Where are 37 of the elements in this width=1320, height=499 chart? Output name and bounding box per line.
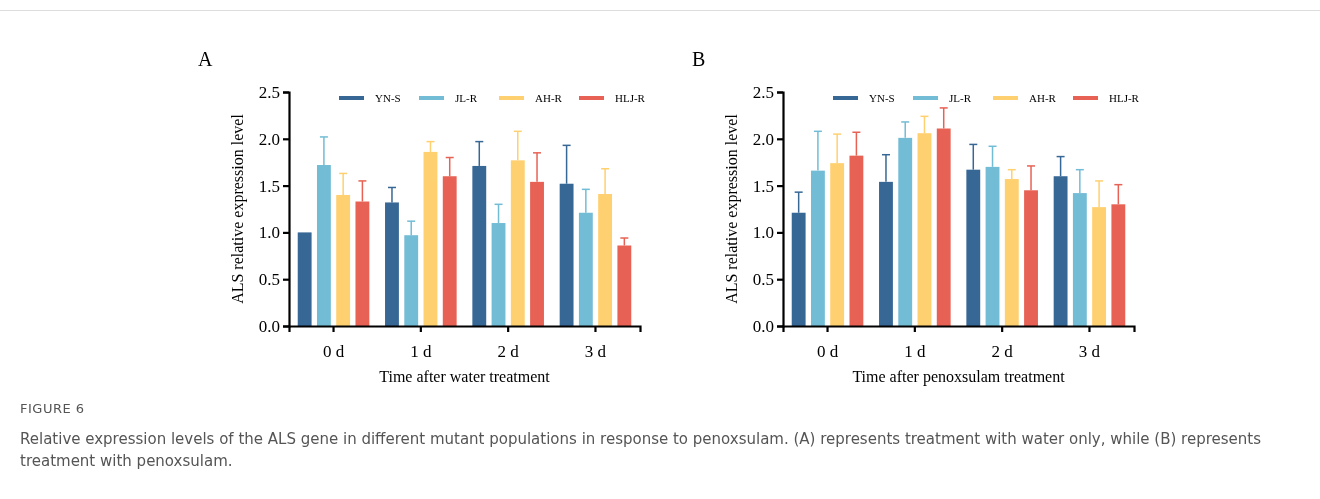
y-tick-label: 2.0 xyxy=(752,129,774,149)
chart-title: A xyxy=(198,48,213,70)
x-axis-title: Time after penoxsulam treatment xyxy=(852,368,1066,386)
y-tick-label: 0.0 xyxy=(258,316,280,336)
y-tick-label: 1.0 xyxy=(752,223,774,243)
y-axis-title: ALS relative expression level xyxy=(723,113,741,304)
legend-label: HLJ-R xyxy=(615,92,646,104)
caption: FIGURE 6 xyxy=(20,400,86,418)
legend-label: AH-R xyxy=(535,92,563,104)
legend-label: YN-S xyxy=(869,92,895,104)
legend-label: JL-R xyxy=(949,92,972,104)
y-axis-title: ALS relative expression level xyxy=(229,113,247,304)
y-tick-label: 0.0 xyxy=(752,316,774,336)
y-tick-label: 2.5 xyxy=(258,82,280,102)
x-tick-label: 0 d xyxy=(322,342,345,362)
y-tick-label: 0.5 xyxy=(258,270,280,290)
y-tick-label: 0.5 xyxy=(752,270,774,290)
y-tick-label: 1.5 xyxy=(752,176,774,196)
x-tick-label: 3 d xyxy=(584,342,607,362)
legend-label: JL-R xyxy=(455,92,478,104)
chart-title: B xyxy=(692,48,706,70)
y-tick-label: 1.0 xyxy=(258,223,280,243)
x-tick-label: 0 d xyxy=(816,342,839,362)
legend-label: YN-S xyxy=(375,92,401,104)
legend-label: AH-R xyxy=(1029,92,1057,104)
legend-label: HLJ-R xyxy=(1109,92,1140,104)
y-tick-label: 2.5 xyxy=(752,82,774,102)
bar xyxy=(297,232,312,326)
x-tick-label: 1 d xyxy=(410,342,432,362)
x-tick-label: 2 d xyxy=(497,342,520,362)
x-tick-label: 2 d xyxy=(991,342,1014,362)
x-tick-label: 1 d xyxy=(904,342,926,362)
x-axis-title: Time after water treatment xyxy=(379,368,551,385)
y-tick-label: 1.5 xyxy=(258,176,280,196)
text: Relative expression levels of the ALS gene in different mutant populations in response to penoxsulam. (A) represents treatment with water only, while (B) represents treatment with penoxsulam. xyxy=(20,429,1263,472)
y-tick-label: 2.0 xyxy=(258,129,280,149)
x-tick-label: 3 d xyxy=(1078,342,1101,362)
